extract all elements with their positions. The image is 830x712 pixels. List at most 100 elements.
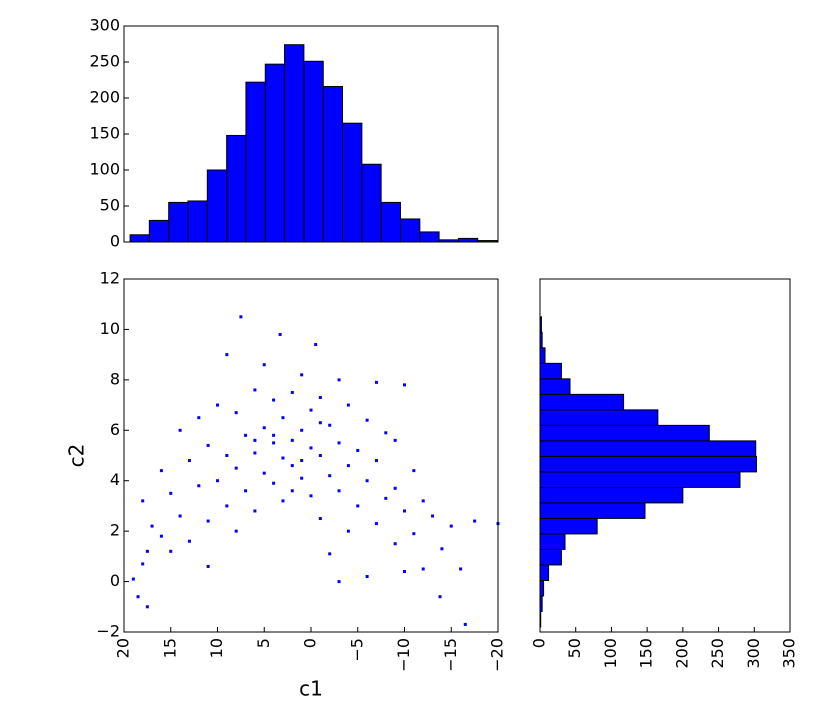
axes-frame — [123, 278, 499, 633]
point — [309, 408, 313, 412]
point — [421, 499, 425, 503]
point — [262, 426, 266, 430]
point — [393, 486, 397, 490]
point — [449, 524, 453, 528]
x-tick-label: 100 — [601, 638, 620, 669]
point — [150, 524, 154, 528]
bar — [129, 234, 150, 243]
point — [328, 423, 332, 427]
x-tick-label: 15 — [160, 638, 179, 658]
point — [281, 416, 285, 420]
x-tick-label: −5 — [347, 638, 366, 662]
y-axis-label: c2 — [65, 444, 89, 468]
point — [314, 343, 318, 347]
x-tick-label: 0 — [301, 638, 320, 648]
point — [309, 494, 313, 498]
bar — [539, 455, 757, 473]
point — [290, 390, 294, 394]
point — [197, 416, 201, 420]
bar — [187, 200, 208, 243]
point — [346, 464, 350, 468]
point — [337, 441, 341, 445]
point — [145, 549, 149, 553]
bar — [539, 347, 546, 364]
x-tick-label: 20 — [114, 638, 133, 658]
y-tick-label: 0 — [110, 571, 120, 590]
bar — [457, 237, 479, 243]
y-tick-label: 2 — [110, 521, 120, 540]
point — [365, 479, 369, 483]
point — [206, 443, 210, 447]
point — [253, 451, 257, 455]
x-axis-label: c1 — [299, 677, 323, 701]
point — [141, 499, 145, 503]
x-tick-label: 10 — [207, 638, 226, 658]
y-tick-label: 6 — [110, 420, 120, 439]
bar — [206, 169, 228, 243]
point — [262, 471, 266, 475]
y-tick-label: 300 — [89, 16, 120, 35]
point — [169, 491, 173, 495]
point — [412, 469, 416, 473]
point — [438, 595, 442, 599]
point — [244, 489, 248, 493]
x-tick-label: 350 — [780, 638, 799, 669]
point — [384, 496, 388, 500]
x-tick-label: 150 — [637, 638, 656, 669]
point — [225, 504, 229, 508]
point — [272, 481, 276, 485]
bar — [539, 393, 625, 411]
point — [131, 577, 135, 581]
point — [253, 509, 257, 513]
point — [159, 534, 163, 538]
y-tick-label: 250 — [89, 52, 120, 71]
point — [440, 547, 444, 551]
axes-frame — [539, 278, 791, 633]
point — [365, 575, 369, 579]
bar — [539, 548, 562, 566]
point — [337, 489, 341, 493]
y-tick-label: 150 — [89, 124, 120, 143]
point — [393, 438, 397, 442]
point — [403, 383, 406, 387]
point — [346, 403, 350, 407]
point — [216, 403, 219, 407]
point — [290, 438, 294, 442]
point — [300, 428, 304, 432]
point — [253, 388, 257, 392]
y-tick-label: 0 — [110, 232, 120, 251]
point — [272, 433, 276, 437]
y-tick-label: 200 — [89, 88, 120, 107]
x-tick-label: 300 — [744, 638, 763, 669]
point — [459, 567, 463, 571]
point — [318, 396, 322, 400]
point — [365, 418, 369, 422]
bar — [148, 219, 170, 243]
point — [300, 459, 304, 463]
point — [318, 454, 322, 457]
point — [234, 529, 238, 533]
point — [356, 504, 360, 508]
point — [328, 552, 332, 556]
point — [262, 363, 266, 367]
point — [234, 466, 238, 470]
bar — [539, 564, 550, 581]
point — [412, 532, 416, 536]
bar — [539, 533, 566, 550]
bar — [361, 163, 382, 243]
point — [318, 421, 322, 425]
y-tick-label: 10 — [100, 319, 120, 338]
x-tick-label: −10 — [394, 638, 413, 672]
point — [178, 428, 182, 432]
point — [393, 542, 397, 546]
point — [216, 479, 219, 483]
bar — [342, 122, 363, 243]
point — [197, 484, 201, 488]
point — [337, 580, 341, 584]
bar — [539, 362, 562, 380]
point — [431, 514, 435, 518]
point — [178, 514, 182, 518]
bar — [539, 579, 545, 597]
x-tick-label: 200 — [672, 638, 691, 669]
point — [421, 567, 425, 571]
